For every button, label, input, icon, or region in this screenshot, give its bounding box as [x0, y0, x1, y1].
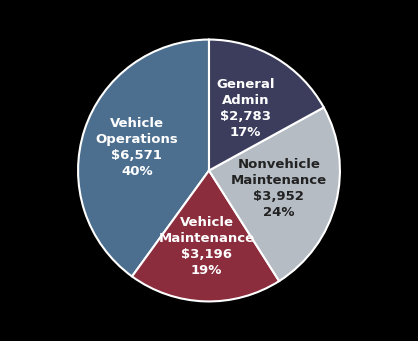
Wedge shape [132, 170, 279, 301]
Wedge shape [209, 40, 324, 171]
Text: General
Admin
$2,783
17%: General Admin $2,783 17% [217, 78, 275, 139]
Text: Vehicle
Maintenance
$3,196
19%: Vehicle Maintenance $3,196 19% [158, 216, 255, 277]
Wedge shape [78, 40, 209, 277]
Text: Vehicle
Operations
$6,571
40%: Vehicle Operations $6,571 40% [95, 117, 178, 178]
Text: Nonvehicle
Maintenance
$3,952
24%: Nonvehicle Maintenance $3,952 24% [231, 158, 327, 219]
Wedge shape [209, 107, 340, 281]
